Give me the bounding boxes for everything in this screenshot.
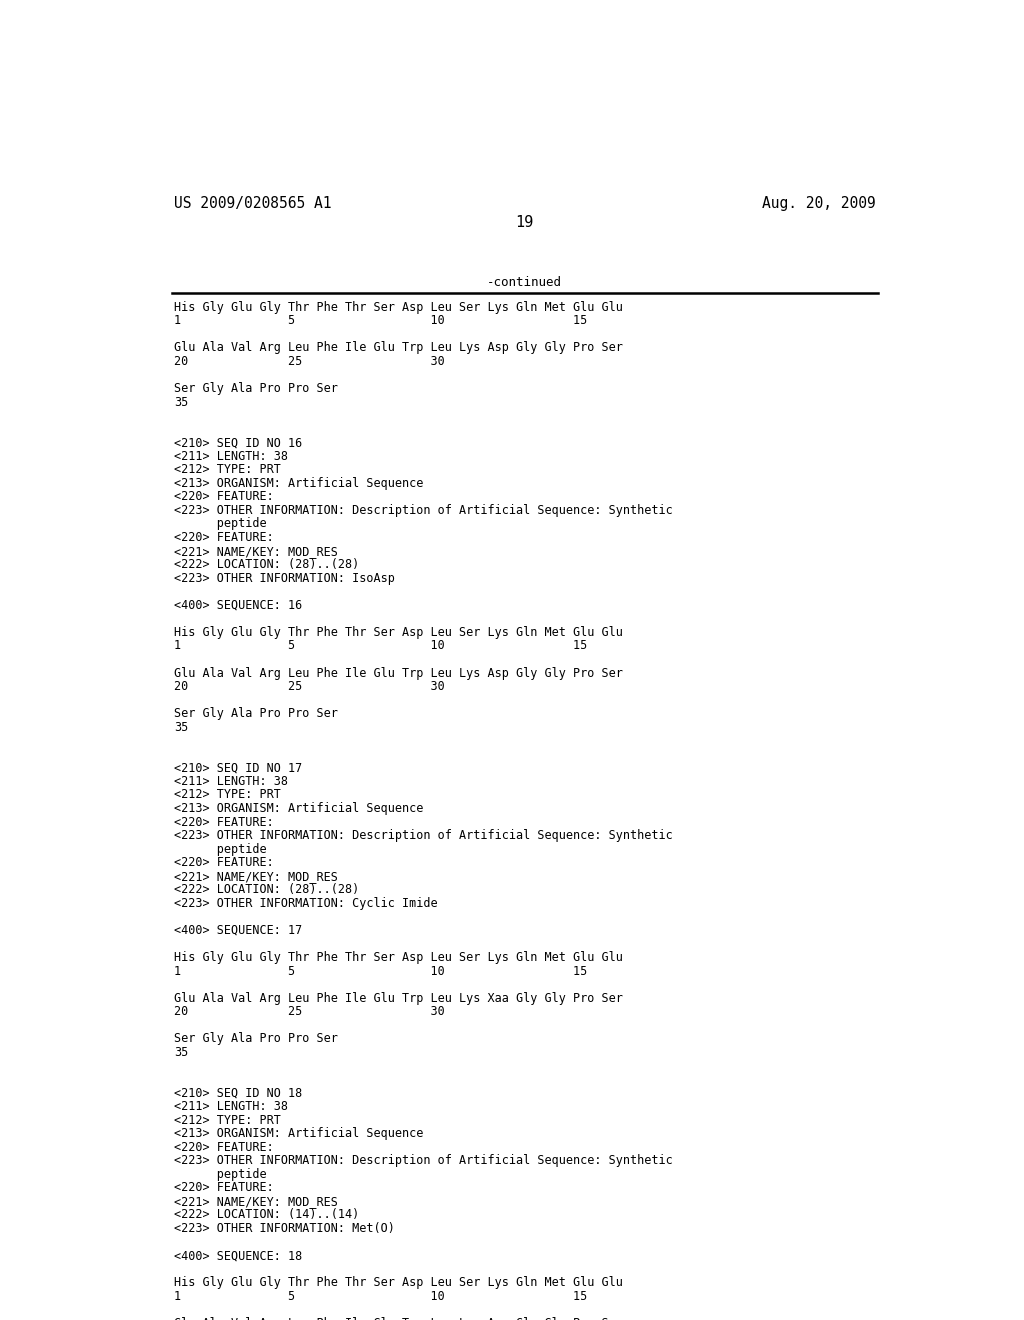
Text: <220> FEATURE:: <220> FEATURE: bbox=[174, 857, 273, 869]
Text: <400> SEQUENCE: 18: <400> SEQUENCE: 18 bbox=[174, 1249, 302, 1262]
Text: <220> FEATURE:: <220> FEATURE: bbox=[174, 490, 273, 503]
Text: 20              25                  30: 20 25 30 bbox=[174, 680, 444, 693]
Text: 20              25                  30: 20 25 30 bbox=[174, 1006, 444, 1018]
Text: <220> FEATURE:: <220> FEATURE: bbox=[174, 531, 273, 544]
Text: 20              25                  30: 20 25 30 bbox=[174, 355, 444, 368]
Text: 35: 35 bbox=[174, 396, 188, 408]
Text: <222> LOCATION: (14)..(14): <222> LOCATION: (14)..(14) bbox=[174, 1208, 359, 1221]
Text: <220> FEATURE:: <220> FEATURE: bbox=[174, 816, 273, 829]
Text: peptide: peptide bbox=[174, 517, 266, 531]
Text: 1               5                   10                  15: 1 5 10 15 bbox=[174, 965, 588, 978]
Text: His Gly Glu Gly Thr Phe Thr Ser Asp Leu Ser Lys Gln Met Glu Glu: His Gly Glu Gly Thr Phe Thr Ser Asp Leu … bbox=[174, 950, 623, 964]
Text: <212> TYPE: PRT: <212> TYPE: PRT bbox=[174, 1114, 281, 1126]
Text: <213> ORGANISM: Artificial Sequence: <213> ORGANISM: Artificial Sequence bbox=[174, 477, 423, 490]
Text: -continued: -continued bbox=[487, 276, 562, 289]
Text: Glu Ala Val Arg Leu Phe Ile Glu Trp Leu Lys Asp Gly Gly Pro Ser: Glu Ala Val Arg Leu Phe Ile Glu Trp Leu … bbox=[174, 667, 623, 680]
Text: <223> OTHER INFORMATION: Description of Artificial Sequence: Synthetic: <223> OTHER INFORMATION: Description of … bbox=[174, 829, 673, 842]
Text: 19: 19 bbox=[516, 215, 534, 230]
Text: <223> OTHER INFORMATION: Cyclic Imide: <223> OTHER INFORMATION: Cyclic Imide bbox=[174, 896, 437, 909]
Text: peptide: peptide bbox=[174, 1168, 266, 1181]
Text: <212> TYPE: PRT: <212> TYPE: PRT bbox=[174, 463, 281, 477]
Text: <222> LOCATION: (28)..(28): <222> LOCATION: (28)..(28) bbox=[174, 883, 359, 896]
Text: 1               5                   10                  15: 1 5 10 15 bbox=[174, 314, 588, 327]
Text: His Gly Glu Gly Thr Phe Thr Ser Asp Leu Ser Lys Gln Met Glu Glu: His Gly Glu Gly Thr Phe Thr Ser Asp Leu … bbox=[174, 301, 623, 314]
Text: <223> OTHER INFORMATION: Met(O): <223> OTHER INFORMATION: Met(O) bbox=[174, 1222, 395, 1236]
Text: US 2009/0208565 A1: US 2009/0208565 A1 bbox=[174, 195, 332, 211]
Text: <210> SEQ ID NO 16: <210> SEQ ID NO 16 bbox=[174, 436, 302, 449]
Text: <220> FEATURE:: <220> FEATURE: bbox=[174, 1140, 273, 1154]
Text: Aug. 20, 2009: Aug. 20, 2009 bbox=[762, 195, 876, 211]
Text: <220> FEATURE:: <220> FEATURE: bbox=[174, 1181, 273, 1195]
Text: Ser Gly Ala Pro Pro Ser: Ser Gly Ala Pro Pro Ser bbox=[174, 1032, 338, 1045]
Text: <223> OTHER INFORMATION: Description of Artificial Sequence: Synthetic: <223> OTHER INFORMATION: Description of … bbox=[174, 1154, 673, 1167]
Text: <213> ORGANISM: Artificial Sequence: <213> ORGANISM: Artificial Sequence bbox=[174, 803, 423, 814]
Text: <211> LENGTH: 38: <211> LENGTH: 38 bbox=[174, 1100, 288, 1113]
Text: <223> OTHER INFORMATION: Description of Artificial Sequence: Synthetic: <223> OTHER INFORMATION: Description of … bbox=[174, 504, 673, 517]
Text: 1               5                   10                  15: 1 5 10 15 bbox=[174, 639, 588, 652]
Text: <223> OTHER INFORMATION: IsoAsp: <223> OTHER INFORMATION: IsoAsp bbox=[174, 572, 395, 585]
Text: Ser Gly Ala Pro Pro Ser: Ser Gly Ala Pro Pro Ser bbox=[174, 381, 338, 395]
Text: His Gly Glu Gly Thr Phe Thr Ser Asp Leu Ser Lys Gln Met Glu Glu: His Gly Glu Gly Thr Phe Thr Ser Asp Leu … bbox=[174, 1276, 623, 1290]
Text: peptide: peptide bbox=[174, 842, 266, 855]
Text: Glu Ala Val Arg Leu Phe Ile Glu Trp Leu Lys Asp Gly Gly Pro Ser: Glu Ala Val Arg Leu Phe Ile Glu Trp Leu … bbox=[174, 342, 623, 354]
Text: <221> NAME/KEY: MOD_RES: <221> NAME/KEY: MOD_RES bbox=[174, 1195, 338, 1208]
Text: <400> SEQUENCE: 16: <400> SEQUENCE: 16 bbox=[174, 599, 302, 611]
Text: Glu Ala Val Arg Leu Phe Ile Glu Trp Leu Lys Xaa Gly Gly Pro Ser: Glu Ala Val Arg Leu Phe Ile Glu Trp Leu … bbox=[174, 991, 623, 1005]
Text: His Gly Glu Gly Thr Phe Thr Ser Asp Leu Ser Lys Gln Met Glu Glu: His Gly Glu Gly Thr Phe Thr Ser Asp Leu … bbox=[174, 626, 623, 639]
Text: <212> TYPE: PRT: <212> TYPE: PRT bbox=[174, 788, 281, 801]
Text: 1               5                   10                  15: 1 5 10 15 bbox=[174, 1290, 588, 1303]
Text: Glu Ala Val Arg Leu Phe Ile Glu Trp Leu Lys Asn Gly Gly Pro Ser: Glu Ala Val Arg Leu Phe Ile Glu Trp Leu … bbox=[174, 1317, 623, 1320]
Text: <221> NAME/KEY: MOD_RES: <221> NAME/KEY: MOD_RES bbox=[174, 870, 338, 883]
Text: <400> SEQUENCE: 17: <400> SEQUENCE: 17 bbox=[174, 924, 302, 937]
Text: <210> SEQ ID NO 17: <210> SEQ ID NO 17 bbox=[174, 762, 302, 775]
Text: Ser Gly Ala Pro Pro Ser: Ser Gly Ala Pro Pro Ser bbox=[174, 708, 338, 721]
Text: <211> LENGTH: 38: <211> LENGTH: 38 bbox=[174, 450, 288, 463]
Text: <222> LOCATION: (28)..(28): <222> LOCATION: (28)..(28) bbox=[174, 558, 359, 572]
Text: <210> SEQ ID NO 18: <210> SEQ ID NO 18 bbox=[174, 1086, 302, 1100]
Text: 35: 35 bbox=[174, 721, 188, 734]
Text: <213> ORGANISM: Artificial Sequence: <213> ORGANISM: Artificial Sequence bbox=[174, 1127, 423, 1140]
Text: <221> NAME/KEY: MOD_RES: <221> NAME/KEY: MOD_RES bbox=[174, 545, 338, 557]
Text: <211> LENGTH: 38: <211> LENGTH: 38 bbox=[174, 775, 288, 788]
Text: 35: 35 bbox=[174, 1045, 188, 1059]
